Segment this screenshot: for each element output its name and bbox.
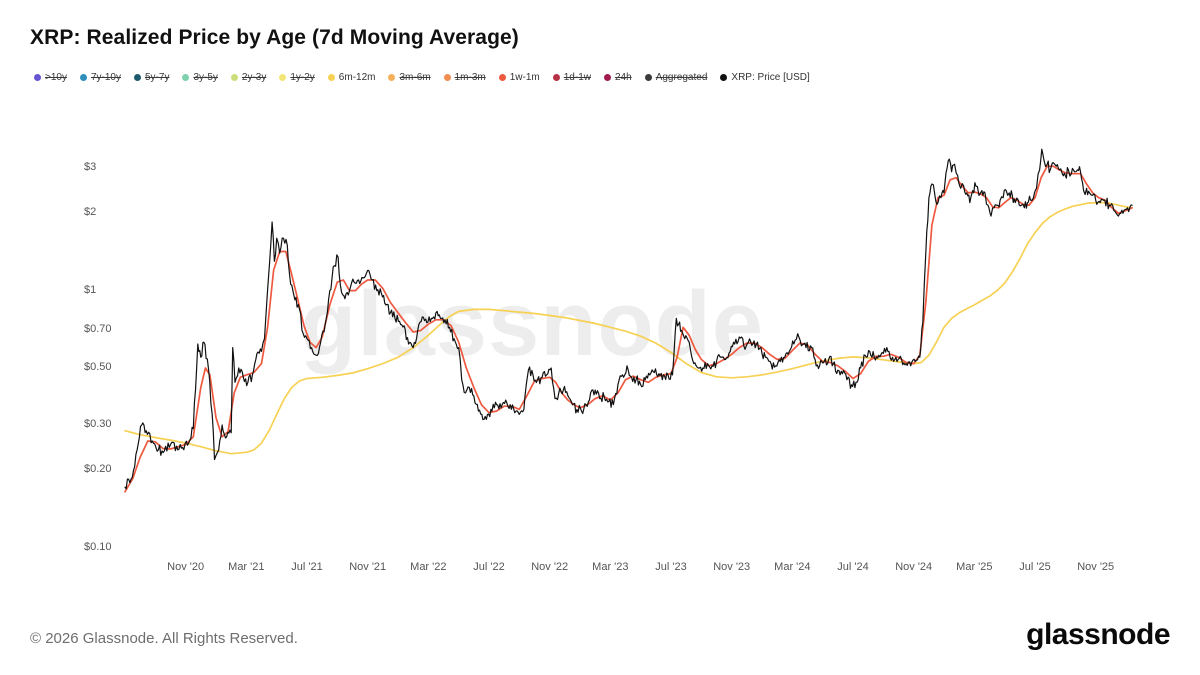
legend-item-7y-10y[interactable]: 7y-10y bbox=[79, 72, 121, 83]
legend-item-1w-1m[interactable]: 1w-1m bbox=[498, 72, 540, 83]
series-line-xrp-price-usd- bbox=[124, 148, 1133, 490]
legend-color-dot bbox=[552, 74, 560, 81]
x-axis-label: Jul '21 bbox=[291, 561, 323, 573]
x-axis-label: Nov '22 bbox=[531, 561, 569, 573]
y-axis-label: $0.70 bbox=[84, 323, 112, 336]
y-axis-label: $0.50 bbox=[84, 360, 112, 373]
x-axis-label: Nov '20 bbox=[167, 561, 205, 573]
x-axis-label: Mar '22 bbox=[410, 561, 447, 573]
legend-color-dot bbox=[720, 74, 728, 81]
chart-title: XRP: Realized Price by Age (7d Moving Av… bbox=[30, 26, 519, 49]
legend-item-3m-6m[interactable]: 3m-6m bbox=[388, 72, 431, 83]
legend-label: 1y-2y bbox=[290, 72, 315, 83]
x-axis-label: Nov '23 bbox=[713, 561, 751, 573]
legend-color-dot bbox=[327, 74, 335, 81]
legend-item--10y[interactable]: >10y bbox=[34, 72, 67, 83]
legend-item-1y-2y[interactable]: 1y-2y bbox=[279, 72, 315, 83]
legend-item-24h[interactable]: 24h bbox=[604, 72, 632, 83]
x-axis-label: Jul '22 bbox=[473, 561, 505, 573]
x-axis-label: Mar '21 bbox=[228, 561, 265, 573]
legend-item-xrp-price-usd-[interactable]: XRP: Price [USD] bbox=[720, 72, 810, 83]
legend-color-dot bbox=[182, 74, 190, 81]
copyright-text: © 2026 Glassnode. All Rights Reserved. bbox=[30, 630, 298, 647]
legend-label: 3m-6m bbox=[399, 72, 431, 83]
legend-label: 1d-1w bbox=[563, 72, 591, 83]
legend-color-dot bbox=[644, 74, 652, 81]
x-axis-label: Jul '25 bbox=[1019, 561, 1051, 573]
x-axis-label: Mar '25 bbox=[956, 561, 993, 573]
legend-label: 7y-10y bbox=[90, 72, 121, 83]
y-axis-label: $0.10 bbox=[84, 540, 112, 553]
legend-color-dot bbox=[133, 74, 141, 81]
legend-color-dot bbox=[34, 74, 41, 81]
legend-item-6m-12m[interactable]: 6m-12m bbox=[327, 72, 376, 83]
glassnode-logo: glassnode bbox=[1026, 618, 1170, 651]
x-axis-label: Jul '23 bbox=[655, 561, 687, 573]
y-axis-label: $2 bbox=[84, 206, 97, 219]
x-axis-label: Jul '24 bbox=[837, 561, 869, 573]
x-axis-label: Nov '24 bbox=[895, 561, 933, 573]
legend-label: Aggregated bbox=[655, 72, 708, 83]
legend-color-dot bbox=[230, 74, 238, 81]
legend-label: 6m-12m bbox=[338, 72, 376, 83]
legend-label: XRP: Price [USD] bbox=[731, 72, 810, 83]
x-axis-label: Nov '25 bbox=[1077, 561, 1115, 573]
legend-label: 3y-5y bbox=[193, 72, 218, 83]
legend-label: 2y-3y bbox=[241, 72, 267, 83]
legend-color-dot bbox=[279, 74, 287, 81]
y-axis-label: $1 bbox=[84, 283, 97, 296]
legend-label: 5y-7y bbox=[144, 72, 170, 83]
legend-color-dot bbox=[388, 74, 396, 81]
y-axis-label: $3 bbox=[84, 161, 97, 173]
legend-color-dot bbox=[498, 74, 506, 81]
legend: >10y 7y-10y 5y-7y 3y-5y 2y-3y 1y-2y 6m-12m 3m-6… bbox=[34, 72, 810, 83]
series-line-1w-1m bbox=[124, 165, 1133, 493]
legend-color-dot bbox=[604, 74, 611, 81]
legend-label: 24h bbox=[615, 72, 632, 83]
legend-label: 1m-3m bbox=[454, 72, 486, 83]
legend-color-dot bbox=[79, 74, 87, 81]
legend-color-dot bbox=[443, 74, 451, 81]
legend-item-2y-3y[interactable]: 2y-3y bbox=[230, 72, 267, 83]
x-axis-label: Nov '21 bbox=[349, 561, 387, 573]
legend-item-5y-7y[interactable]: 5y-7y bbox=[133, 72, 170, 83]
y-axis-label: $0.20 bbox=[84, 463, 112, 476]
x-axis-label: Mar '24 bbox=[774, 561, 811, 573]
y-axis-label: $0.30 bbox=[84, 418, 112, 430]
legend-label: >10y bbox=[45, 72, 67, 83]
legend-item-1m-3m[interactable]: 1m-3m bbox=[443, 72, 486, 83]
legend-label: 1w-1m bbox=[509, 72, 540, 83]
legend-item-3y-5y[interactable]: 3y-5y bbox=[182, 72, 218, 83]
series-line-6m-12m bbox=[124, 201, 1133, 455]
x-axis-label: Mar '23 bbox=[592, 561, 629, 573]
legend-item-aggregated[interactable]: Aggregated bbox=[644, 72, 708, 83]
legend-item-1d-1w[interactable]: 1d-1w bbox=[552, 72, 591, 83]
